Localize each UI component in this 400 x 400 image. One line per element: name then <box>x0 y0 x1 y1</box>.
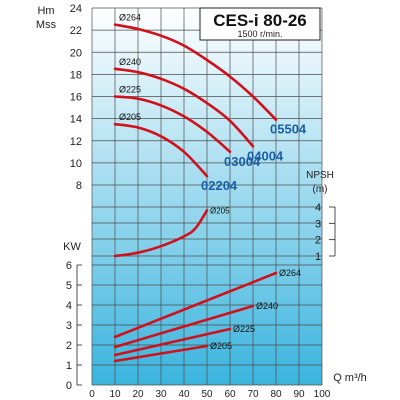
head-tick-14: 14 <box>70 114 82 126</box>
power-tick-5: 5 <box>66 280 72 292</box>
head-tick-10: 10 <box>70 158 82 170</box>
power-dia-label-3: Ø205 <box>210 341 232 351</box>
x-tick-30: 30 <box>155 389 167 400</box>
power-curve-d264 <box>113 271 278 339</box>
model-label-1: 04004 <box>247 148 284 163</box>
model-label-3: 02204 <box>201 178 238 193</box>
head-tick-8: 8 <box>76 180 82 192</box>
npsh-tick-4: 4 <box>315 202 321 214</box>
npsh-tick-2: 2 <box>315 235 321 247</box>
x-tick-100: 100 <box>314 389 331 400</box>
power-tick-0: 0 <box>66 380 72 392</box>
x-tick-70: 70 <box>247 389 259 400</box>
curves <box>113 23 278 363</box>
x-axis-label: Q m³/h <box>333 372 367 384</box>
head-curve-d240 <box>113 67 255 148</box>
head-tick-22: 22 <box>70 25 82 37</box>
x-tick-40: 40 <box>178 389 190 400</box>
power-ylabel: KW <box>63 241 81 253</box>
speed-label: 1500 r/min. <box>237 29 282 39</box>
power-tick-1: 1 <box>66 360 72 372</box>
power-curve-d225 <box>113 327 232 357</box>
head-curve-d205 <box>113 122 209 178</box>
chart-title: CES-i 80-26 <box>213 11 307 30</box>
npsh-curve-d205 <box>113 209 209 258</box>
x-tick-50: 50 <box>201 389 213 400</box>
power-tick-4: 4 <box>66 300 72 312</box>
head-dia-label-3: Ø205 <box>119 112 141 122</box>
head-ylabel2: Mss <box>36 19 57 31</box>
npsh-tick-1: 1 <box>315 251 321 263</box>
head-dia-label-1: Ø240 <box>119 57 141 67</box>
model-label-2: 03004 <box>224 154 261 169</box>
x-tick-80: 80 <box>270 389 282 400</box>
head-tick-16: 16 <box>70 92 82 104</box>
x-tick-0: 0 <box>89 389 95 400</box>
power-tick-3: 3 <box>66 320 72 332</box>
x-tick-10: 10 <box>109 389 121 400</box>
head-curve-d264 <box>113 23 278 121</box>
labels: Ø264 05504 Ø240 04004 Ø225 03004 Ø205 02204 Ø205… <box>119 13 307 351</box>
x-tick-60: 60 <box>224 389 236 400</box>
axes: 81012141618202224HmMss0123456KW1234NPSH(… <box>36 3 367 400</box>
x-tick-90: 90 <box>293 389 305 400</box>
model-label-0: 05504 <box>270 122 307 137</box>
npsh-ylabel: NPSH <box>306 170 334 181</box>
power-dia-label-2: Ø225 <box>233 324 255 334</box>
head-curve-d225 <box>113 95 232 154</box>
head-tick-18: 18 <box>70 69 82 81</box>
head-dia-label-0: Ø264 <box>119 13 141 23</box>
power-tick-6: 6 <box>66 260 72 272</box>
head-tick-20: 20 <box>70 47 82 59</box>
power-curve-d205 <box>113 344 209 363</box>
title-box <box>199 7 321 41</box>
head-tick-12: 12 <box>70 136 82 148</box>
power-curve-d240 <box>113 304 255 349</box>
head-dia-label-2: Ø225 <box>119 85 141 95</box>
power-tick-2: 2 <box>66 340 72 352</box>
npsh-dia-label-0: Ø205 <box>210 206 230 215</box>
power-dia-label-0: Ø264 <box>279 268 301 278</box>
head-ylabel: Hm <box>37 5 54 17</box>
npsh-tick-3: 3 <box>315 218 321 230</box>
npsh-ylabel2: (m) <box>313 184 328 195</box>
head-tick-24: 24 <box>70 3 82 15</box>
x-tick-20: 20 <box>132 389 144 400</box>
power-dia-label-1: Ø240 <box>256 301 278 311</box>
